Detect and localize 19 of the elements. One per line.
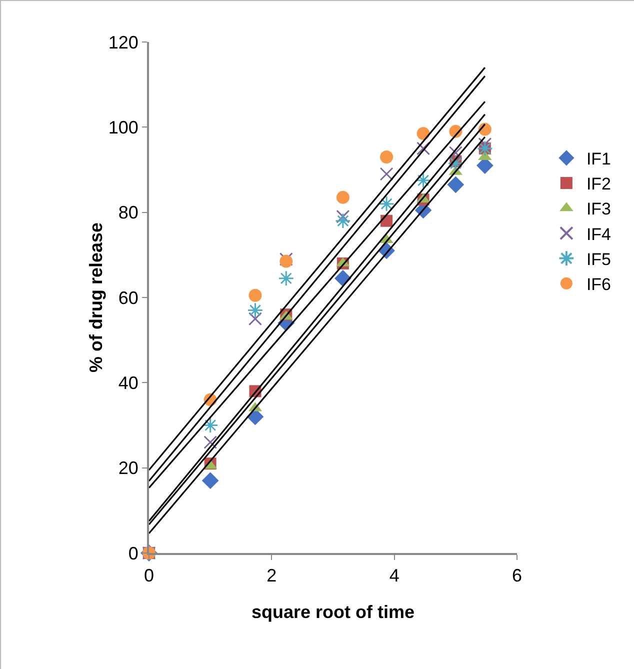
x-tick-label: 6 (512, 566, 522, 586)
legend-label: IF5 (586, 250, 612, 269)
y-axis-title: % of drug release (86, 222, 106, 373)
y-tick-label: 0 (128, 543, 138, 564)
x-tick-label: 0 (144, 566, 154, 586)
legend-label: IF4 (586, 224, 612, 244)
legend-label: IF3 (586, 200, 612, 219)
y-tick-label: 80 (118, 202, 138, 223)
x-axis-title: square root of time (251, 602, 415, 622)
legend-label: IF2 (586, 174, 612, 194)
legend-label: IF1 (586, 150, 612, 169)
x-tick-label: 4 (389, 566, 400, 586)
x-tick-label: 2 (266, 566, 277, 586)
legend-label: IF6 (586, 275, 612, 294)
y-tick-label: 20 (118, 458, 138, 478)
y-tick-label: 120 (108, 32, 138, 52)
y-tick-label: 100 (108, 117, 138, 138)
y-tick-label: 40 (118, 372, 138, 393)
y-tick-label: 60 (118, 288, 138, 308)
